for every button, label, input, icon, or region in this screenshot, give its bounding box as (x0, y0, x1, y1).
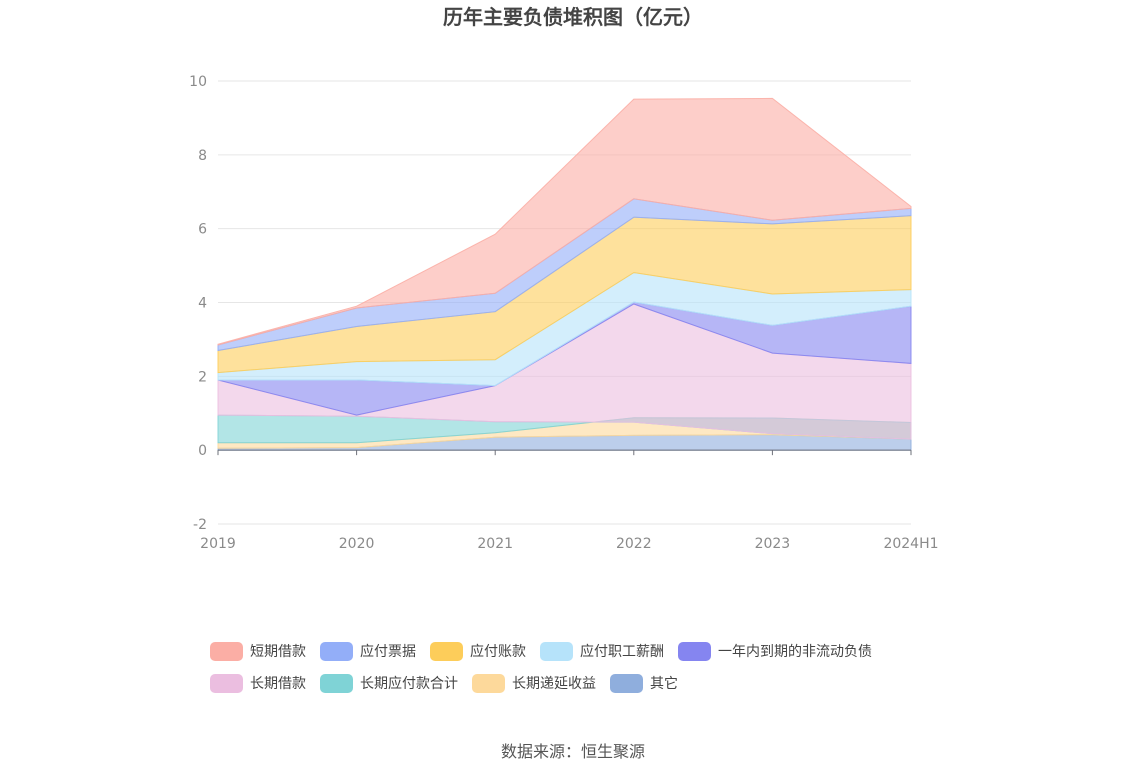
x-axis (217, 449, 912, 456)
legend-item[interactable]: 长期递延收益 (472, 674, 596, 693)
legend-label: 长期借款 (250, 676, 306, 692)
x-tick-label: 2020 (339, 536, 375, 552)
legend-swatch (472, 674, 505, 693)
y-tick-label: 10 (189, 74, 207, 90)
y-tick-label: 4 (198, 296, 207, 312)
legend-item[interactable]: 一年内到期的非流动负债 (678, 642, 872, 661)
legend-label: 长期应付款合计 (360, 675, 458, 692)
legend-label: 应付账款 (470, 643, 526, 660)
legend-label: 其它 (650, 675, 678, 692)
legend-item[interactable]: 长期借款 (210, 674, 306, 693)
x-tick-label: 2024H1 (883, 536, 938, 552)
legend-swatch (210, 674, 243, 693)
y-tick-label: 6 (198, 222, 207, 238)
legend-label: 短期借款 (250, 644, 306, 660)
legend-swatch (320, 642, 353, 661)
legend-item[interactable]: 长期应付款合计 (320, 674, 458, 693)
legend-item[interactable]: 其它 (610, 674, 678, 693)
legend-swatch (430, 642, 463, 661)
legend-swatch (678, 642, 711, 661)
x-tick-label: 2021 (477, 536, 513, 552)
legend-item[interactable]: 短期借款 (210, 642, 306, 661)
y-axis-ticks: -2 0 2 4 6 8 10 (189, 74, 207, 533)
legend-swatch (610, 674, 643, 693)
chart-title: 历年主要负债堆积图（亿元） (443, 5, 703, 29)
legend-swatch (540, 642, 573, 661)
y-tick-label: 8 (198, 148, 207, 164)
legend-swatch (320, 674, 353, 693)
series-area (217, 97, 912, 346)
legend-item[interactable]: 应付票据 (320, 642, 416, 661)
legend-item[interactable]: 应付账款 (430, 642, 526, 661)
data-source-note: 数据来源：恒生聚源 (501, 742, 645, 761)
y-tick-label: 2 (198, 369, 207, 385)
series-areas (217, 97, 912, 451)
y-tick-label: 0 (198, 443, 207, 459)
x-tick-label: 2022 (616, 536, 652, 552)
legend-label: 长期递延收益 (512, 676, 596, 692)
legend-swatch (210, 642, 243, 661)
x-tick-label: 2023 (755, 536, 791, 552)
x-tick-label: 2019 (200, 536, 236, 552)
legend-label: 应付票据 (360, 643, 416, 660)
y-tick-label: -2 (193, 517, 207, 533)
x-axis-ticks: 2019 2020 2021 2022 2023 2024H1 (200, 536, 938, 552)
legend-label: 应付职工薪酬 (580, 643, 664, 660)
legend-item[interactable]: 应付职工薪酬 (540, 642, 664, 661)
legend-label: 一年内到期的非流动负债 (718, 644, 872, 660)
